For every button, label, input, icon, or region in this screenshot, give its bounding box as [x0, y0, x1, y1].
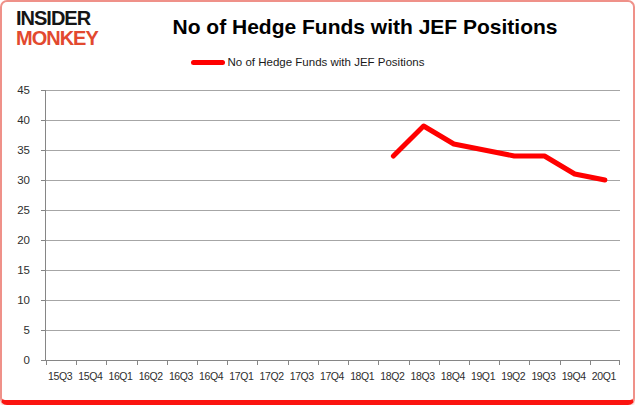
logo-text-insider: INSIDER [16, 9, 98, 29]
x-axis-tick-label: 18Q3 [408, 370, 438, 382]
x-axis-tick-label: 16Q3 [166, 370, 196, 382]
x-axis-tick [137, 361, 138, 365]
x-axis-tick [499, 361, 500, 365]
x-axis-tick [288, 361, 289, 365]
x-axis-tick [439, 361, 440, 365]
x-axis-tick-label: 15Q3 [45, 370, 75, 382]
x-axis-tick-label: 17Q2 [256, 370, 286, 382]
y-axis-tick-label: 25 [17, 203, 30, 217]
x-axis-labels: 15Q315Q416Q116Q216Q316Q417Q117Q217Q317Q4… [45, 370, 619, 386]
x-axis-tick-label: 19Q4 [559, 370, 589, 382]
chart-legend: No of Hedge Funds with JEF Positions [2, 56, 613, 68]
logo-text-monkey: MONKEY [16, 29, 98, 49]
x-axis-tick-label: 19Q3 [528, 370, 558, 382]
insider-monkey-logo: INSIDER MONKEY [16, 9, 98, 48]
x-axis-tick [378, 361, 379, 365]
x-axis-tick [409, 361, 410, 365]
x-axis-tick [560, 361, 561, 365]
y-axis-tick-label: 10 [17, 293, 30, 307]
x-axis-tick-label: 15Q4 [75, 370, 105, 382]
x-axis-tick [318, 361, 319, 365]
legend-label: No of Hedge Funds with JEF Positions [228, 56, 425, 68]
x-axis-tick-label: 16Q2 [136, 370, 166, 382]
x-axis-tick [619, 361, 620, 365]
y-axis-tick-label: 20 [17, 233, 30, 247]
x-axis-tick-label: 20Q1 [589, 370, 619, 382]
x-axis-tick-label: 19Q2 [498, 370, 528, 382]
y-axis-tick-label: 30 [17, 173, 30, 187]
y-axis-tick-label: 0 [24, 353, 30, 367]
x-axis-tick-label: 19Q1 [468, 370, 498, 382]
x-axis-tick-label: 16Q1 [105, 370, 135, 382]
x-axis-tick-label: 18Q4 [438, 370, 468, 382]
x-axis-tick [167, 361, 168, 365]
chart-card: INSIDER MONKEY No of Hedge Funds with JE… [0, 0, 635, 405]
data-line [393, 126, 605, 180]
x-axis-tick-label: 18Q2 [377, 370, 407, 382]
y-axis-tick-label: 5 [24, 323, 30, 337]
legend-line-swatch [191, 60, 225, 65]
x-axis-tick [257, 361, 258, 365]
y-axis-tick-label: 35 [17, 143, 30, 157]
line-series-layer [46, 90, 620, 360]
chart-title: No of Hedge Funds with JEF Positions [122, 15, 608, 39]
x-axis-tick-label: 17Q3 [287, 370, 317, 382]
x-axis-tick-label: 18Q1 [347, 370, 377, 382]
y-axis-labels: 051015202530354045 [2, 90, 39, 360]
x-axis-tick-label: 17Q4 [317, 370, 347, 382]
x-axis-tick [46, 361, 47, 365]
x-axis-tick [590, 361, 591, 365]
x-axis-tick-label: 17Q1 [226, 370, 256, 382]
x-axis-tick [227, 361, 228, 365]
plot-area [45, 90, 620, 361]
x-axis-tick [469, 361, 470, 365]
x-axis-tick-label: 16Q4 [196, 370, 226, 382]
x-axis-tick [529, 361, 530, 365]
x-axis-tick [106, 361, 107, 365]
y-axis-tick-label: 45 [17, 83, 30, 97]
x-axis-tick [348, 361, 349, 365]
x-axis-tick [197, 361, 198, 365]
x-axis-tick [76, 361, 77, 365]
y-axis-tick-label: 15 [17, 263, 30, 277]
y-axis-tick-label: 40 [17, 113, 30, 127]
